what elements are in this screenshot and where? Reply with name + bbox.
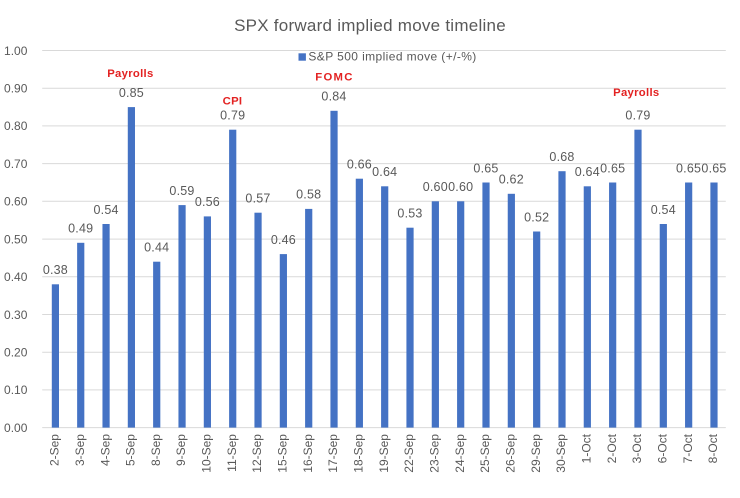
svg-text:0.68: 0.68	[549, 150, 574, 164]
svg-text:29-Sep: 29-Sep	[529, 434, 543, 473]
svg-text:3-Sep: 3-Sep	[73, 434, 87, 466]
svg-text:0.58: 0.58	[296, 188, 321, 202]
svg-text:15-Sep: 15-Sep	[276, 434, 290, 473]
svg-text:0.84: 0.84	[321, 90, 346, 104]
svg-text:2-Sep: 2-Sep	[48, 434, 62, 466]
svg-text:23-Sep: 23-Sep	[428, 434, 442, 473]
svg-text:0.40: 0.40	[4, 270, 28, 284]
svg-text:18-Sep: 18-Sep	[352, 434, 366, 473]
svg-text:11-Sep: 11-Sep	[225, 434, 239, 472]
svg-text:0.56: 0.56	[195, 195, 220, 209]
svg-text:0.85: 0.85	[119, 86, 144, 100]
svg-text:10-Sep: 10-Sep	[200, 434, 214, 473]
svg-text:0.64: 0.64	[372, 165, 397, 179]
svg-text:0.59: 0.59	[169, 184, 194, 198]
svg-text:24-Sep: 24-Sep	[453, 434, 467, 473]
svg-text:16-Sep: 16-Sep	[301, 434, 315, 473]
svg-text:0.66: 0.66	[347, 158, 372, 172]
svg-text:SPX forward implied move timel: SPX forward implied move timeline	[234, 16, 506, 35]
svg-text:0.65: 0.65	[600, 161, 625, 175]
svg-text:0.79: 0.79	[220, 109, 245, 123]
svg-text:0.65: 0.65	[473, 161, 498, 175]
svg-text:5-Sep: 5-Sep	[124, 434, 138, 466]
svg-text:0.38: 0.38	[43, 263, 68, 277]
svg-text:0.54: 0.54	[94, 203, 119, 217]
svg-text:0.64: 0.64	[575, 165, 600, 179]
svg-text:0.30: 0.30	[4, 308, 28, 322]
svg-text:19-Sep: 19-Sep	[377, 434, 391, 473]
svg-text:S&P 500 implied move (+/-%): S&P 500 implied move (+/-%)	[308, 49, 476, 63]
svg-text:FOMC: FOMC	[315, 71, 353, 83]
svg-text:Payrolls: Payrolls	[613, 87, 659, 99]
svg-text:1-Oct: 1-Oct	[580, 433, 594, 463]
svg-text:0.60: 0.60	[423, 180, 448, 194]
svg-text:6-Oct: 6-Oct	[656, 433, 670, 463]
svg-text:4-Sep: 4-Sep	[98, 434, 112, 466]
svg-text:0.10: 0.10	[4, 383, 28, 397]
svg-text:0.00: 0.00	[4, 421, 28, 435]
svg-text:0.65: 0.65	[701, 161, 726, 175]
svg-text:0.49: 0.49	[68, 222, 93, 236]
svg-text:CPI: CPI	[223, 96, 243, 108]
svg-text:0.54: 0.54	[651, 203, 676, 217]
svg-text:8-Oct: 8-Oct	[706, 433, 720, 463]
svg-text:26-Sep: 26-Sep	[504, 434, 518, 473]
svg-text:9-Sep: 9-Sep	[174, 434, 188, 466]
svg-text:0.80: 0.80	[4, 119, 28, 133]
svg-text:0.90: 0.90	[4, 82, 28, 96]
svg-text:30-Sep: 30-Sep	[554, 434, 568, 473]
svg-text:25-Sep: 25-Sep	[478, 434, 492, 473]
svg-text:7-Oct: 7-Oct	[681, 433, 695, 463]
svg-text:0.62: 0.62	[499, 173, 524, 187]
svg-text:0.44: 0.44	[144, 241, 169, 255]
svg-text:12-Sep: 12-Sep	[250, 434, 264, 473]
svg-text:0.20: 0.20	[4, 346, 28, 360]
svg-text:17-Sep: 17-Sep	[326, 434, 340, 473]
svg-text:0.65: 0.65	[676, 161, 701, 175]
svg-text:3-Oct: 3-Oct	[630, 433, 644, 463]
svg-text:0.79: 0.79	[625, 109, 650, 123]
svg-text:Payrolls: Payrolls	[107, 68, 153, 80]
svg-text:1.00: 1.00	[4, 44, 28, 58]
svg-text:0.53: 0.53	[397, 207, 422, 221]
svg-text:22-Sep: 22-Sep	[402, 434, 416, 473]
svg-text:0.60: 0.60	[4, 195, 28, 209]
svg-text:0.52: 0.52	[524, 210, 549, 224]
svg-text:2-Oct: 2-Oct	[605, 433, 619, 463]
svg-text:0.70: 0.70	[4, 157, 28, 171]
svg-text:0.46: 0.46	[271, 233, 296, 247]
svg-text:8-Sep: 8-Sep	[149, 434, 163, 466]
svg-text:0.50: 0.50	[4, 232, 28, 246]
svg-text:0.60: 0.60	[448, 180, 473, 194]
svg-text:0.57: 0.57	[245, 192, 270, 206]
